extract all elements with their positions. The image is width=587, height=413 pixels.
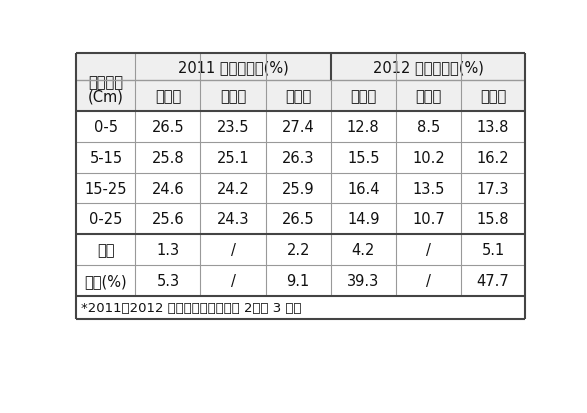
Bar <box>265 81 330 112</box>
Text: 全松耕: 全松耕 <box>285 89 311 104</box>
Text: 24.6: 24.6 <box>151 181 184 196</box>
Bar <box>461 81 525 112</box>
Text: 39.3: 39.3 <box>347 273 379 288</box>
Text: 间松耕: 间松耕 <box>155 89 181 104</box>
Text: 2.2: 2.2 <box>286 242 310 258</box>
Bar <box>396 53 461 81</box>
Text: 2012 年水分含量(%): 2012 年水分含量(%) <box>373 60 483 75</box>
Text: 24.2: 24.2 <box>217 181 249 196</box>
Text: 13.8: 13.8 <box>477 120 510 135</box>
Text: 4.2: 4.2 <box>352 242 375 258</box>
Text: 23.5: 23.5 <box>217 120 249 135</box>
Bar <box>265 53 330 81</box>
Text: 25.8: 25.8 <box>151 150 184 165</box>
Text: 15-25: 15-25 <box>85 181 127 196</box>
Text: 17.3: 17.3 <box>477 181 510 196</box>
Bar <box>76 53 136 112</box>
Text: 土层深度: 土层深度 <box>89 75 123 90</box>
Text: 2011 年水分含量(%): 2011 年水分含量(%) <box>178 60 288 75</box>
Text: 5.3: 5.3 <box>156 273 180 288</box>
Text: 47.7: 47.7 <box>477 273 510 288</box>
Text: 16.2: 16.2 <box>477 150 510 165</box>
Text: 常规耕: 常规耕 <box>415 89 441 104</box>
Text: 13.5: 13.5 <box>412 181 444 196</box>
Text: 提高: 提高 <box>97 242 114 258</box>
Text: 26.5: 26.5 <box>282 212 315 227</box>
Bar <box>201 53 265 81</box>
Text: 27.4: 27.4 <box>282 120 315 135</box>
Bar <box>330 53 396 81</box>
Text: 全松耕: 全松耕 <box>480 89 506 104</box>
Text: 25.1: 25.1 <box>217 150 249 165</box>
Text: 26.3: 26.3 <box>282 150 315 165</box>
Text: 10.2: 10.2 <box>412 150 445 165</box>
Text: 25.9: 25.9 <box>282 181 315 196</box>
Bar <box>201 81 265 112</box>
Text: 0-25: 0-25 <box>89 212 123 227</box>
Text: /: / <box>426 273 431 288</box>
Text: 14.9: 14.9 <box>347 212 379 227</box>
Text: 16.4: 16.4 <box>347 181 379 196</box>
Text: 9.1: 9.1 <box>286 273 310 288</box>
Text: 常规耕: 常规耕 <box>220 89 246 104</box>
Text: 25.6: 25.6 <box>151 212 184 227</box>
Text: /: / <box>426 242 431 258</box>
Bar <box>76 53 525 319</box>
Text: 5.1: 5.1 <box>481 242 505 258</box>
Bar <box>461 53 525 81</box>
Text: 26.5: 26.5 <box>151 120 184 135</box>
Text: 提高(%): 提高(%) <box>85 273 127 288</box>
Text: /: / <box>231 242 235 258</box>
Text: 1.3: 1.3 <box>156 242 180 258</box>
Text: 15.5: 15.5 <box>347 150 379 165</box>
Bar <box>136 53 201 81</box>
Text: 24.3: 24.3 <box>217 212 249 227</box>
Text: 12.8: 12.8 <box>347 120 380 135</box>
Text: 5-15: 5-15 <box>89 150 123 165</box>
Text: 10.7: 10.7 <box>412 212 445 227</box>
Text: (Cm): (Cm) <box>88 89 124 104</box>
Bar <box>396 81 461 112</box>
Text: 间松耕: 间松耕 <box>350 89 376 104</box>
Bar <box>136 81 201 112</box>
Text: /: / <box>231 273 235 288</box>
Text: 0-5: 0-5 <box>94 120 118 135</box>
Text: 15.8: 15.8 <box>477 212 510 227</box>
Text: 8.5: 8.5 <box>417 120 440 135</box>
Text: *2011，2012 年分别为间隔深松第 2、第 3 年。: *2011，2012 年分别为间隔深松第 2、第 3 年。 <box>81 301 302 314</box>
Bar <box>330 81 396 112</box>
